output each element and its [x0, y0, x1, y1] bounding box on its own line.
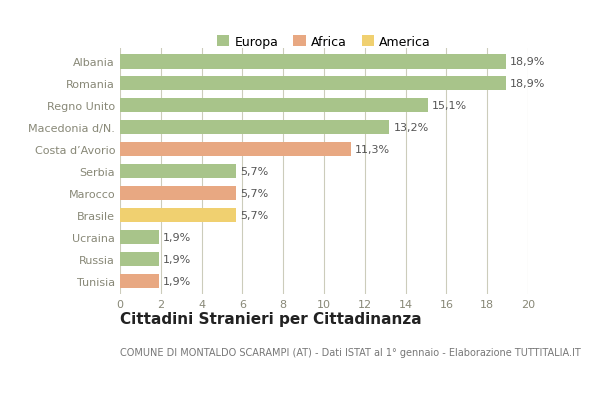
Text: 18,9%: 18,9% — [509, 79, 545, 89]
Bar — [120, 55, 506, 70]
Text: 15,1%: 15,1% — [432, 101, 467, 111]
Text: 5,7%: 5,7% — [241, 189, 269, 199]
Text: COMUNE DI MONTALDO SCARAMPI (AT) - Dati ISTAT al 1° gennaio - Elaborazione TUTTI: COMUNE DI MONTALDO SCARAMPI (AT) - Dati … — [120, 348, 581, 357]
Bar — [120, 77, 506, 91]
Text: 5,7%: 5,7% — [241, 167, 269, 177]
Text: 13,2%: 13,2% — [394, 123, 428, 133]
Bar — [120, 230, 159, 245]
Bar — [120, 187, 236, 201]
Text: 18,9%: 18,9% — [509, 57, 545, 67]
Bar — [120, 165, 236, 179]
Bar — [120, 274, 159, 288]
Bar — [120, 209, 236, 223]
Text: 1,9%: 1,9% — [163, 276, 191, 286]
Text: 1,9%: 1,9% — [163, 254, 191, 264]
Text: 11,3%: 11,3% — [355, 145, 390, 155]
Text: Cittadini Stranieri per Cittadinanza: Cittadini Stranieri per Cittadinanza — [120, 311, 422, 326]
Bar — [120, 99, 428, 113]
Bar — [120, 252, 159, 267]
Bar — [120, 121, 389, 135]
Text: 5,7%: 5,7% — [241, 211, 269, 220]
Legend: Europa, Africa, America: Europa, Africa, America — [212, 31, 436, 54]
Text: 1,9%: 1,9% — [163, 233, 191, 243]
Bar — [120, 143, 350, 157]
